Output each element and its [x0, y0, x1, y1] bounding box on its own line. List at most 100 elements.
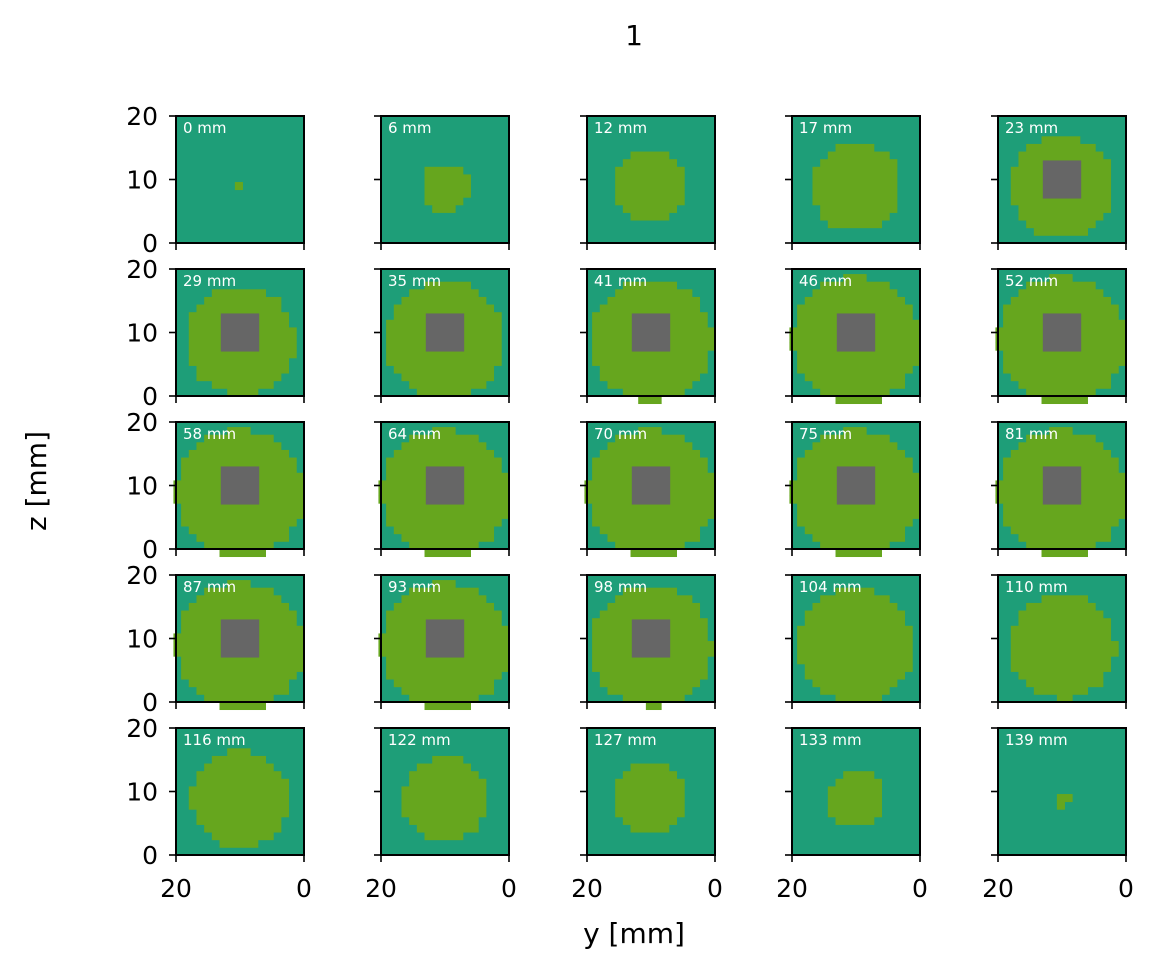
- disk-cells: [797, 457, 913, 466]
- disk-cells: [592, 510, 716, 519]
- disk-cells: [432, 755, 464, 764]
- slice-label: 93 mm: [388, 578, 441, 596]
- slice-panel: 133 mm 20 0: [776, 727, 928, 903]
- disk-cells: [211, 832, 274, 841]
- disk-cells: [843, 274, 867, 283]
- panel-background: [998, 728, 1126, 855]
- slice-panel: 41 mm: [580, 268, 716, 405]
- disk-cells: [797, 518, 913, 527]
- disk-cells: [622, 587, 677, 596]
- disk-cells: [827, 220, 882, 229]
- disk-cells: [196, 533, 290, 542]
- disk-cells: [812, 533, 906, 542]
- disk-cells: [188, 786, 290, 795]
- disk-cells: [1003, 350, 1127, 359]
- core-square: [836, 313, 876, 352]
- disk-cells: [797, 648, 913, 657]
- disk-cells: [196, 778, 290, 787]
- disk-cells: [607, 442, 693, 451]
- disk-cells: [615, 801, 685, 810]
- disk-cells: [424, 174, 471, 183]
- disk-cells: [424, 197, 464, 206]
- disk-cells: [234, 182, 243, 191]
- disk-cells: [188, 350, 297, 359]
- disk-cells: [615, 182, 685, 191]
- disk-cells: [820, 434, 890, 443]
- disk-cells: [1010, 197, 1112, 206]
- disk-cells: [393, 449, 495, 458]
- disk-cells: [401, 809, 487, 818]
- disk-cells: [615, 289, 693, 298]
- x-tick-label: 20: [365, 874, 397, 903]
- slice-label: 23 mm: [1005, 119, 1058, 137]
- disk-cells: [1033, 227, 1088, 236]
- slice-label: 58 mm: [183, 425, 236, 443]
- disk-cells: [607, 380, 693, 389]
- disk-cells: [622, 816, 677, 825]
- y-tick-label: 0: [142, 382, 158, 411]
- disk-cells: [393, 526, 495, 535]
- disk-cells: [1041, 595, 1088, 604]
- core-square: [220, 313, 260, 352]
- disk-cells: [188, 801, 290, 810]
- disk-cells: [804, 618, 906, 627]
- disk-cells: [424, 549, 471, 558]
- disk-cells: [409, 587, 479, 596]
- disk-cells: [599, 449, 701, 458]
- disk-cells: [416, 388, 471, 397]
- disk-cells: [615, 786, 685, 795]
- disk-cells: [196, 816, 282, 825]
- disk-cells: [1049, 427, 1073, 436]
- disk-cells: [227, 427, 251, 436]
- disk-cells: [622, 204, 677, 213]
- disk-cells: [615, 174, 685, 183]
- disk-cells: [188, 357, 290, 366]
- disk-cells: [1003, 503, 1127, 512]
- disk-cells: [1010, 625, 1112, 634]
- disk-cells: [835, 143, 875, 152]
- slice-panel: 110 mm: [991, 574, 1127, 709]
- slice-panel: 87 mm 0 10 20: [126, 561, 305, 717]
- slice-label: 122 mm: [388, 731, 451, 749]
- disk-cells: [820, 388, 890, 397]
- disk-cells: [424, 832, 464, 841]
- disk-cells: [181, 610, 297, 619]
- disk-cells: [1010, 641, 1119, 650]
- disk-cells: [227, 580, 251, 589]
- disk-cells: [827, 786, 882, 795]
- disk-cells: [386, 518, 502, 527]
- disk-cells: [820, 686, 890, 695]
- disk-cells: [219, 549, 266, 558]
- x-tick-label: 20: [776, 874, 808, 903]
- disk-cells: [188, 794, 290, 803]
- disk-cells: [812, 442, 898, 451]
- disk-cells: [401, 533, 495, 542]
- disk-cells: [797, 510, 921, 519]
- disk-cells: [820, 595, 890, 604]
- disk-cells: [835, 396, 882, 405]
- disk-cells: [196, 809, 290, 818]
- disk-cells: [592, 503, 716, 512]
- disk-cells: [424, 702, 471, 711]
- disk-cells: [181, 663, 305, 672]
- slice-label: 35 mm: [388, 272, 441, 290]
- disk-cells: [607, 686, 693, 695]
- disk-cells: [835, 778, 882, 787]
- slice-label: 52 mm: [1005, 272, 1058, 290]
- disk-cells: [1010, 526, 1112, 535]
- core-square: [1042, 160, 1082, 199]
- core-square: [631, 466, 671, 505]
- disk-cells: [409, 778, 487, 787]
- disk-cells: [1026, 281, 1096, 290]
- x-tick-label: 0: [296, 874, 312, 903]
- disk-cells: [401, 296, 487, 305]
- disk-cells: [797, 503, 921, 512]
- disk-cells: [393, 365, 495, 374]
- disk-cells: [204, 296, 282, 305]
- disk-cells: [1026, 143, 1096, 152]
- slice-label: 127 mm: [594, 731, 657, 749]
- disk-cells: [424, 189, 471, 198]
- disk-cells: [424, 166, 464, 175]
- disk-cells: [432, 580, 456, 589]
